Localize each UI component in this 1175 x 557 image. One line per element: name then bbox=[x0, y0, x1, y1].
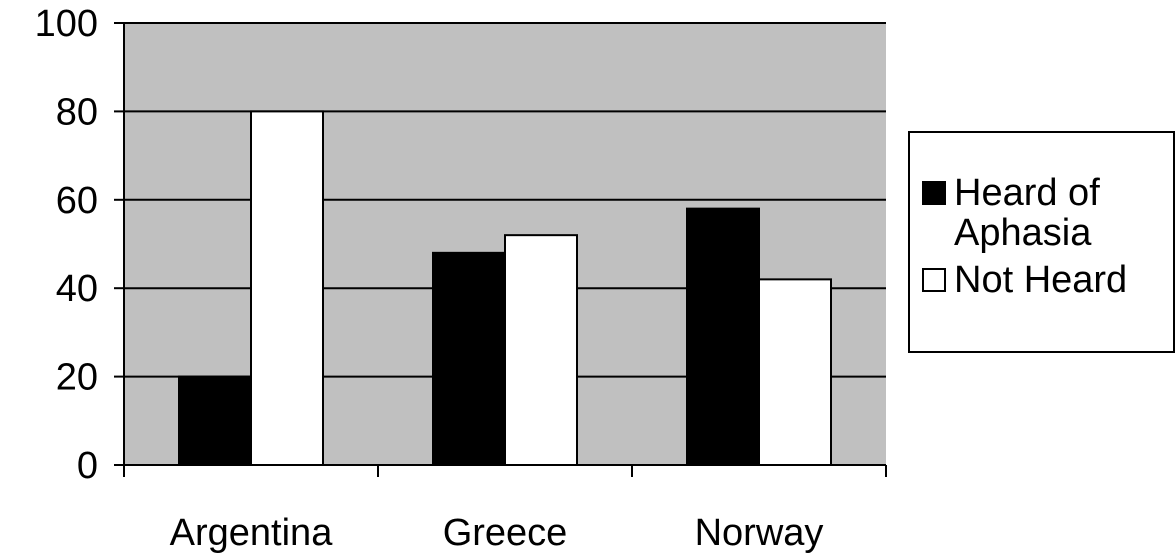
legend-item-not-heard: Not Heard bbox=[922, 260, 1154, 300]
x-axis-categories: Argentina Greece Norway bbox=[170, 512, 824, 554]
legend-label-heard: Heard of Aphasia bbox=[954, 172, 1100, 254]
legend-swatch-heard bbox=[922, 181, 946, 205]
y-tick-label: 80 bbox=[56, 91, 98, 133]
y-tick-label: 20 bbox=[56, 357, 98, 399]
bar-argentina-not-heard bbox=[250, 110, 324, 467]
legend-item-heard: Heard of Aphasia bbox=[922, 173, 1154, 253]
bar-greece-not-heard bbox=[504, 234, 578, 466]
x-category-label: Argentina bbox=[170, 512, 334, 554]
y-tick-label: 60 bbox=[56, 180, 98, 222]
y-tick-label: 100 bbox=[35, 3, 98, 45]
y-tick-label: 0 bbox=[77, 445, 98, 487]
bar-greece-heard bbox=[432, 251, 506, 466]
legend-swatch-not-heard bbox=[922, 268, 946, 292]
bars bbox=[178, 110, 832, 467]
bar-norway-not-heard bbox=[758, 278, 832, 466]
x-category-label: Norway bbox=[695, 512, 824, 554]
bar-norway-heard bbox=[686, 207, 760, 466]
x-category-label: Greece bbox=[443, 512, 568, 554]
legend-label-not-heard: Not Heard bbox=[954, 259, 1128, 301]
y-axis-ticks: 0 20 40 60 80 100 bbox=[35, 3, 98, 487]
bar-argentina-heard bbox=[178, 375, 252, 467]
axes bbox=[114, 22, 887, 477]
y-tick-label: 40 bbox=[56, 268, 98, 310]
legend: Heard of Aphasia Not Heard bbox=[908, 131, 1175, 353]
